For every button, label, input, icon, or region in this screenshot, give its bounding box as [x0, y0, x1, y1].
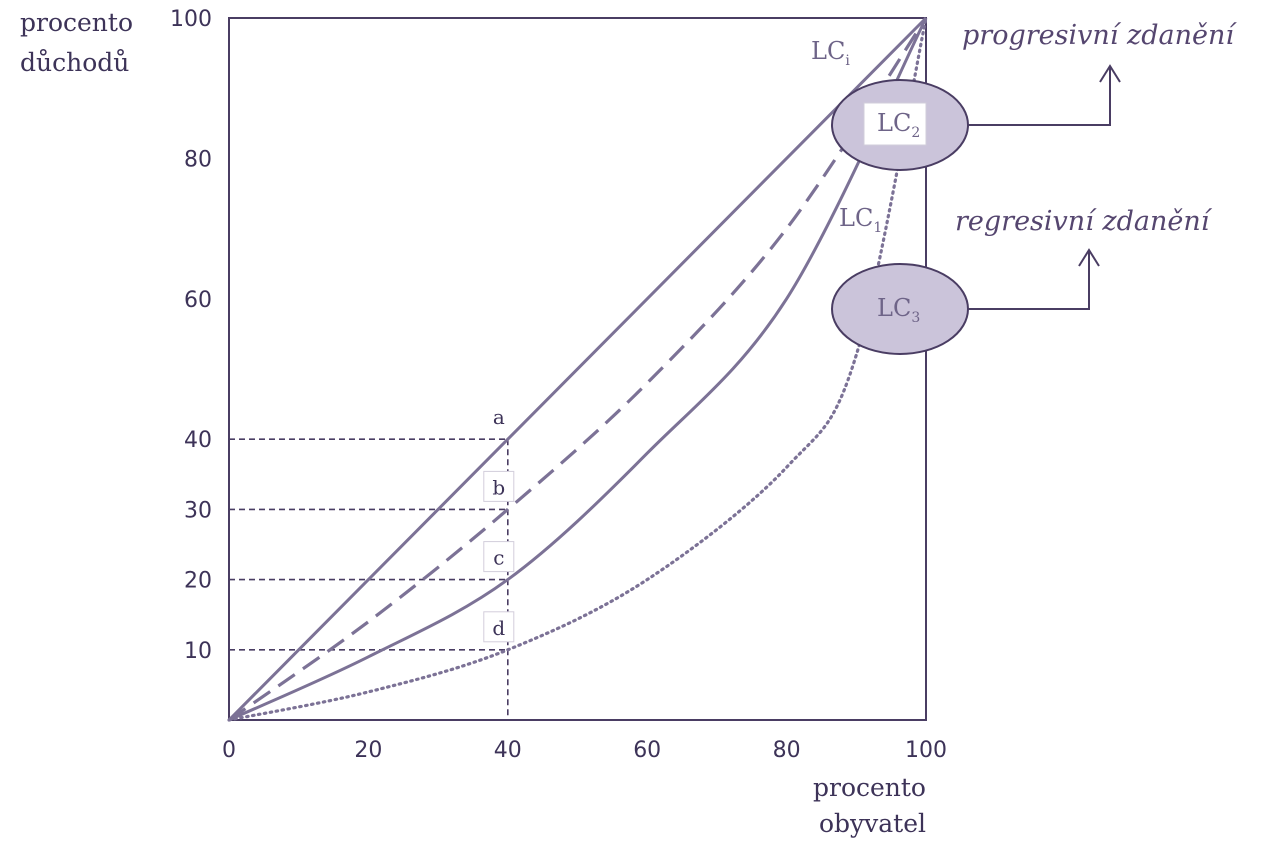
x-axis-label-line-1: procento [813, 773, 926, 802]
curve-lc1 [228, 17, 928, 722]
curve-lc2 [228, 17, 928, 722]
plot-frame [228, 17, 927, 721]
y-tick-label: 10 [184, 639, 212, 664]
y-axis-label-line-1: procento [20, 8, 133, 37]
x-axis-label-line-2: obyvatel [819, 809, 926, 838]
y-tick-label: 20 [184, 569, 212, 594]
x-tick-label: 100 [905, 738, 947, 763]
y-tick-label: 30 [184, 498, 212, 523]
y-tick-label: 40 [184, 428, 212, 453]
point-label-box [483, 470, 515, 502]
x-tick-label: 80 [773, 738, 801, 763]
regressive-taxation-label: regresivní zdanění [955, 206, 1213, 237]
regressive-arrow-head [1078, 248, 1100, 267]
point-label-box [483, 541, 515, 573]
progressive-taxation-label: progresivní zdanění [962, 20, 1237, 51]
lc2-label-box [863, 102, 927, 146]
x-tick-label: 20 [354, 738, 382, 763]
y-tick-label: 80 [184, 147, 212, 172]
y-axis-label-line-2: důchodů [20, 48, 129, 77]
curve-lc3 [227, 16, 928, 722]
curve-label-lc2: LC2 [877, 109, 920, 141]
curve-lci [227, 16, 928, 722]
x-tick-label: 0 [222, 738, 236, 763]
point-label-box [483, 611, 515, 643]
point-label-c: c [493, 546, 504, 570]
point-label-d: d [492, 616, 505, 640]
point-label-b: b [492, 475, 505, 499]
progressive-arrow-line [968, 66, 1111, 126]
curve-label-lci: LCi [811, 37, 850, 69]
curve-label-lc1: LC1 [839, 204, 882, 236]
point-labels: a b c d [483, 405, 515, 643]
x-tick-label: 40 [494, 738, 522, 763]
y-tick-label: 60 [184, 288, 212, 313]
regressive-arrow-line [968, 250, 1090, 310]
curve-label-lc3: LC3 [877, 294, 920, 326]
progressive-arrow-head [1099, 64, 1121, 83]
curves [227, 16, 928, 722]
point-label-a: a [493, 405, 505, 429]
x-tick-label: 60 [633, 738, 661, 763]
y-tick-label: 100 [170, 7, 212, 32]
tick-labels: 0 20 40 60 80 100 10 20 30 40 60 80 100 [170, 7, 947, 763]
